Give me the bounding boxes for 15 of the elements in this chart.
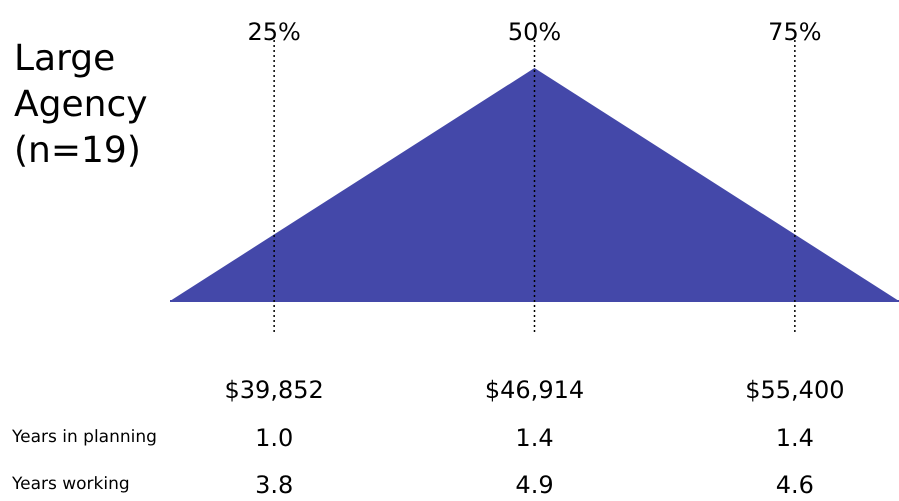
text: Years in planning bbox=[11, 427, 157, 447]
text: 1.4 bbox=[515, 424, 554, 452]
text: Years working bbox=[11, 474, 130, 494]
text: 4.9 bbox=[515, 471, 554, 499]
text: 1.4 bbox=[776, 424, 814, 452]
text: Large Agency (n=19) bbox=[14, 37, 149, 173]
text: 1.0 bbox=[255, 424, 294, 452]
x-tick-label: 50% bbox=[508, 18, 562, 46]
text: $46,914 bbox=[484, 376, 584, 404]
text: 3.8 bbox=[255, 471, 294, 499]
x-tick-label: 25% bbox=[247, 18, 301, 46]
text: $55,400 bbox=[745, 376, 844, 404]
text: $39,852 bbox=[224, 376, 324, 404]
text: 4.6 bbox=[776, 471, 814, 499]
x-tick-label: 75% bbox=[768, 18, 822, 46]
